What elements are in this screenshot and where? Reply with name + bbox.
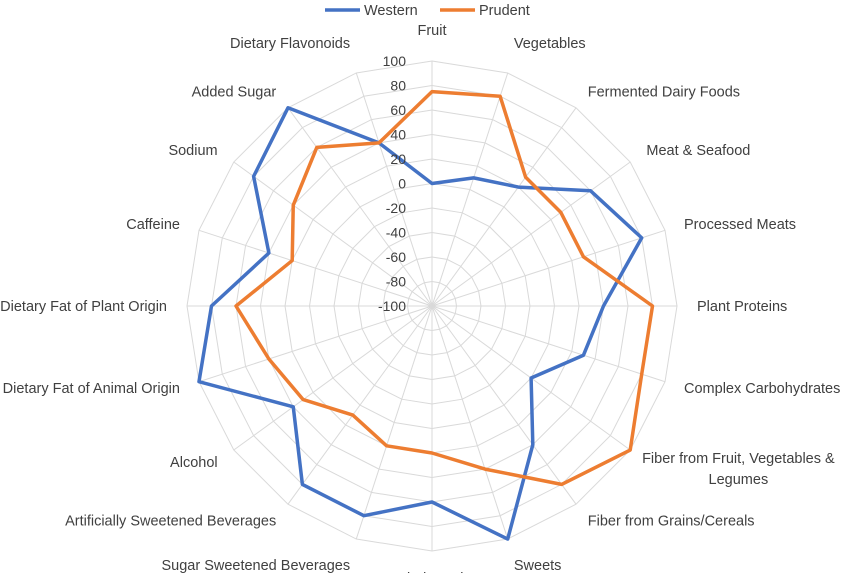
grid-spoke <box>431 72 509 307</box>
grid-spoke <box>233 161 433 307</box>
category-label: Sugar Sweetened Beverages <box>161 558 350 573</box>
tick-label: -100 <box>378 298 406 314</box>
category-label: Sweets <box>514 558 562 573</box>
category-label: Fruit <box>418 23 447 39</box>
category-labels: Fruit Vegetables Fermented Dairy Foods Meat… <box>0 23 840 573</box>
tick-label: -40 <box>386 225 406 241</box>
category-label: Meat & Seafood <box>646 143 750 159</box>
grid-spoke <box>431 305 666 383</box>
tick-label: -60 <box>386 249 406 265</box>
grid-spoke <box>431 229 666 307</box>
tick-label: 60 <box>390 102 406 118</box>
tick-label: 40 <box>390 127 406 143</box>
category-label: Plant Proteins <box>697 299 787 315</box>
category-label: Dietary Fat of Animal Origin <box>3 381 180 397</box>
grid-spoke <box>287 107 433 307</box>
series-line-western <box>197 106 644 541</box>
tick-label: 0 <box>398 176 406 192</box>
grid-spoke <box>431 305 509 540</box>
category-label: Fiber from Grains/Cereals <box>588 513 755 529</box>
category-label: Caffeine <box>126 217 180 233</box>
grid-spoke <box>355 72 433 307</box>
category-label: Dietary Flavonoids <box>230 36 350 52</box>
category-label: Dietary Fat of Plant Origin <box>0 299 167 315</box>
category-label: Fermented Dairy Foods <box>588 85 740 101</box>
category-label: Artificially Sweetened Beverages <box>65 513 276 529</box>
grid-spoke <box>431 107 577 307</box>
legend-label-prudent: Prudent <box>479 3 530 19</box>
grid-spoke <box>233 305 433 451</box>
category-label: Fried Foods <box>393 571 470 573</box>
grid-spoke <box>198 305 433 383</box>
series-lines <box>197 89 655 541</box>
series-line-prudent <box>234 89 655 487</box>
grid-spoke <box>431 161 631 307</box>
category-label: Alcohol <box>170 455 218 471</box>
tick-label: -20 <box>386 200 406 216</box>
radial-tick-labels: 100 80 60 40 20 0 -20 -40 -60 -80 -100 <box>378 53 406 314</box>
grid-spoke <box>198 229 433 307</box>
grid-spoke <box>287 305 433 505</box>
grid-spoke <box>355 305 433 540</box>
legend: Western Prudent <box>325 3 530 19</box>
category-label: Complex Carbohydrates <box>684 381 840 397</box>
tick-label: -80 <box>386 274 406 290</box>
category-label: Sodium <box>168 143 217 159</box>
category-label: Fiber from Fruit, Vegetables & Legumes <box>642 451 835 488</box>
category-label: Processed Meats <box>684 217 796 233</box>
category-label: Added Sugar <box>192 85 277 101</box>
tick-label: 80 <box>390 78 406 94</box>
tick-label: 100 <box>383 53 407 69</box>
category-label: Vegetables <box>514 36 586 52</box>
grid-spoke <box>431 305 577 505</box>
legend-label-western: Western <box>364 3 418 19</box>
tick-label: 20 <box>390 151 406 167</box>
